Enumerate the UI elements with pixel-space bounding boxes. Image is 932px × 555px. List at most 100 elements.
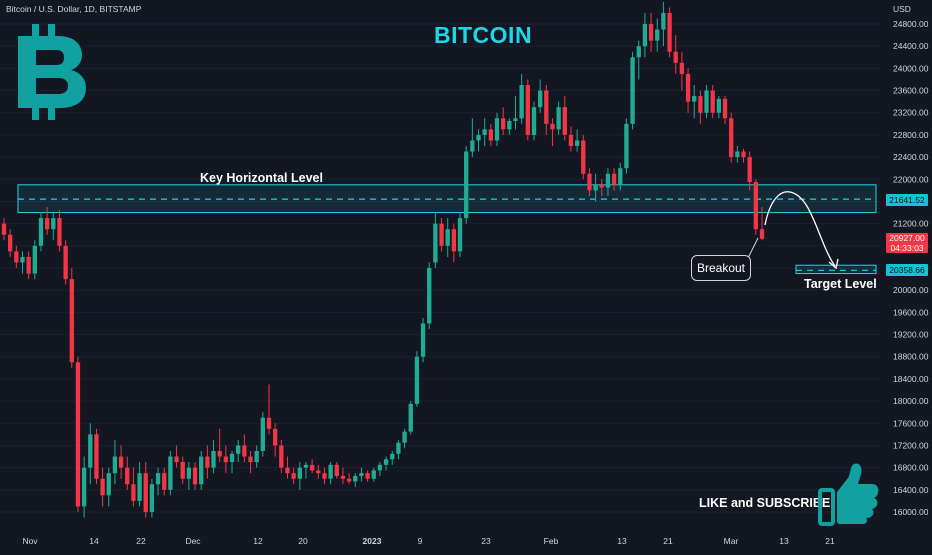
- candle-body: [747, 157, 752, 183]
- candle: [149, 478, 155, 518]
- candle-body: [396, 442, 401, 454]
- candle: [704, 85, 709, 119]
- candle-body: [402, 431, 407, 443]
- candle-body: [359, 473, 364, 476]
- candle: [137, 462, 142, 507]
- candle-body: [741, 151, 746, 158]
- candle: [537, 79, 543, 113]
- breakout-callout[interactable]: Breakout: [691, 255, 751, 281]
- candle-body: [143, 473, 148, 512]
- candle: [365, 470, 370, 482]
- candle-body: [445, 229, 450, 246]
- candle: [125, 456, 130, 490]
- y-tick-label: 18800.00: [893, 352, 929, 362]
- candle: [624, 118, 629, 174]
- candle-body: [94, 434, 99, 479]
- candle: [131, 467, 136, 507]
- candle-body: [470, 140, 475, 152]
- candle-body: [587, 173, 592, 191]
- candle-body: [648, 24, 654, 41]
- y-tick-label: 22000.00: [893, 174, 929, 184]
- bitcoin-logo-icon: [18, 24, 86, 120]
- x-tick-label: Feb: [544, 536, 559, 546]
- candle: [716, 96, 722, 119]
- candle: [630, 51, 635, 130]
- candle-body: [685, 73, 691, 102]
- last-price-tag: 20927.00 04:33:03: [886, 233, 928, 253]
- candle-body: [162, 473, 167, 490]
- candle: [747, 151, 752, 191]
- candle: [229, 451, 235, 474]
- candle-body: [8, 234, 13, 252]
- candle: [587, 168, 592, 196]
- candle: [217, 428, 222, 463]
- candle-body: [655, 29, 660, 41]
- candle: [248, 451, 253, 474]
- candle: [408, 401, 413, 435]
- candle-body: [346, 478, 352, 482]
- candle-body: [223, 456, 229, 463]
- currency-label: USD: [893, 4, 911, 14]
- x-tick-label: Mar: [724, 536, 739, 546]
- candle: [568, 126, 574, 152]
- candle-body: [88, 434, 93, 468]
- candle-body: [303, 464, 309, 468]
- candle-body: [353, 475, 358, 482]
- candle-body: [630, 57, 635, 124]
- candle-body: [753, 182, 758, 230]
- candle: [75, 356, 81, 512]
- candle-body: [451, 229, 457, 252]
- candle-body: [371, 470, 376, 479]
- y-tick-label: 17200.00: [893, 440, 929, 450]
- candle: [118, 445, 124, 479]
- y-tick-label: 24800.00: [893, 19, 929, 29]
- candle-body: [316, 470, 321, 474]
- candle-body: [328, 464, 333, 479]
- candle: [223, 445, 229, 474]
- candle-body: [679, 62, 685, 74]
- candle: [242, 434, 247, 463]
- candle: [501, 107, 506, 135]
- candle: [396, 439, 401, 460]
- candle-body: [593, 184, 598, 191]
- candle: [636, 40, 641, 80]
- candle: [377, 462, 383, 476]
- candle: [155, 467, 161, 496]
- x-tick-label: 21: [825, 536, 835, 546]
- x-tick-label: 22: [136, 536, 146, 546]
- candle-body: [568, 134, 574, 146]
- chart-title: BITCOIN: [434, 22, 533, 48]
- candle-body: [180, 462, 185, 479]
- candle-body: [525, 85, 530, 135]
- candle: [1, 218, 7, 241]
- y-tick-label: 24400.00: [893, 41, 929, 51]
- candle-body: [236, 445, 241, 454]
- candle: [433, 212, 438, 268]
- candle-body: [488, 129, 494, 141]
- candle-body: [186, 467, 192, 479]
- candle-body: [531, 107, 537, 135]
- candle: [648, 12, 654, 52]
- breakout-callout-line: [747, 237, 759, 259]
- candle: [334, 462, 339, 479]
- candle-body: [51, 218, 56, 230]
- candle-body: [507, 121, 512, 130]
- candle-body: [599, 184, 604, 188]
- y-tick-label: 16000.00: [893, 507, 929, 517]
- candle-body: [291, 473, 296, 479]
- candle: [272, 423, 278, 457]
- candle-body: [692, 96, 697, 102]
- candle: [106, 467, 111, 507]
- candle-body: [581, 140, 586, 174]
- cta-text: LIKE and SUBSCRIBE: [699, 496, 831, 510]
- candle-body: [168, 456, 173, 490]
- target-label: Target Level: [804, 277, 877, 291]
- candle-body: [38, 218, 44, 246]
- candle: [488, 123, 494, 146]
- y-tick-label: 20000.00: [893, 285, 929, 295]
- candle: [81, 456, 87, 518]
- target-price-tag: 20358.66: [886, 264, 928, 276]
- candle: [692, 85, 697, 119]
